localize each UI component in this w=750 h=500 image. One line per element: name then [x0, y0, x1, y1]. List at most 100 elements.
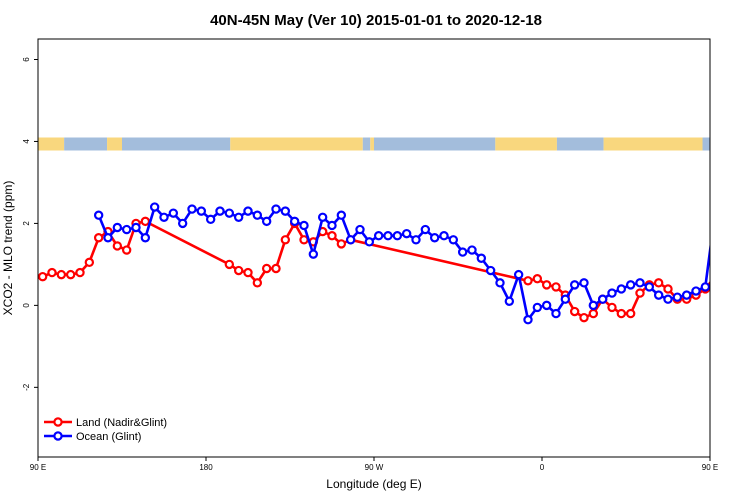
- data-point: [112, 222, 123, 233]
- surface-land-segment: [107, 137, 122, 151]
- data-point: [280, 206, 291, 216]
- surface-land-segment: [495, 137, 557, 151]
- data-point: [532, 274, 543, 284]
- data-point: [327, 220, 337, 231]
- data-point: [739, 271, 746, 278]
- data-point: [336, 239, 347, 249]
- data-point: [280, 235, 291, 245]
- data-point: [84, 257, 95, 268]
- series-layer: [38, 202, 746, 325]
- data-point: [579, 278, 589, 288]
- data-point: [56, 269, 67, 280]
- surface-land-segment: [230, 137, 363, 151]
- data-point: [75, 267, 85, 278]
- data-point: [429, 233, 440, 243]
- data-point: [541, 300, 552, 311]
- legend-label: Ocean (Glint): [76, 431, 141, 443]
- data-point: [93, 210, 104, 220]
- data-point: [121, 224, 132, 235]
- data-point: [625, 308, 636, 319]
- data-point: [243, 206, 253, 216]
- data-point: [103, 233, 113, 243]
- data-point: [681, 290, 692, 300]
- data-point: [616, 284, 627, 294]
- data-point: [140, 233, 151, 243]
- data-point: [467, 245, 477, 255]
- y-tick-label: 4: [22, 139, 31, 144]
- y-tick-label: 6: [22, 57, 31, 62]
- data-point: [47, 267, 57, 278]
- data-point: [625, 280, 636, 290]
- data-point: [739, 226, 746, 233]
- series-line-1: [97, 205, 710, 322]
- data-point: [317, 212, 328, 222]
- data-point: [308, 249, 319, 259]
- data-point: [224, 259, 235, 270]
- data-point: [38, 271, 48, 282]
- data-point: [420, 224, 431, 235]
- data-point: [168, 208, 179, 218]
- data-point: [93, 233, 104, 243]
- surface-ocean-segment: [122, 137, 231, 151]
- surface-land-segment: [38, 137, 65, 151]
- data-point: [355, 224, 365, 235]
- data-point: [730, 224, 737, 231]
- data-point: [215, 206, 225, 216]
- data-point: [448, 235, 459, 245]
- data-point: [457, 247, 468, 257]
- data-point: [541, 280, 552, 290]
- data-point: [131, 222, 141, 233]
- legend: Land (Nadir&Glint) Ocean (Glint): [44, 417, 167, 443]
- data-point: [149, 202, 160, 212]
- data-point: [65, 269, 76, 280]
- data-point: [653, 278, 664, 288]
- data-point: [504, 296, 515, 306]
- data-point: [243, 267, 253, 278]
- y-tick-label: -2: [22, 383, 31, 391]
- data-point: [485, 265, 496, 276]
- data-point: [271, 204, 281, 214]
- y-axis: -2 0 2 4 6: [22, 57, 38, 391]
- x-tick-label: 90 E: [702, 463, 718, 472]
- legend-marker: [53, 417, 63, 427]
- data-point: [579, 312, 589, 323]
- data-point: [730, 269, 737, 276]
- data-point: [532, 302, 543, 313]
- data-point: [233, 265, 244, 276]
- x-tick-label: 90 W: [365, 463, 384, 472]
- data-point: [336, 210, 347, 220]
- data-point: [401, 228, 412, 239]
- x-axis-label: Longitude (deg E): [326, 477, 421, 491]
- plot-frame: [37, 38, 711, 458]
- data-point: [523, 315, 533, 325]
- data-point: [261, 216, 272, 227]
- data-point: [607, 302, 617, 313]
- surface-type-strip: [38, 137, 710, 151]
- data-point: [672, 292, 683, 302]
- data-point: [663, 294, 673, 304]
- data-point: [140, 216, 151, 227]
- series-line-0: [42, 220, 710, 320]
- legend-marker: [53, 431, 63, 441]
- data-point: [495, 278, 505, 288]
- data-point: [635, 288, 645, 298]
- data-point: [439, 231, 449, 241]
- data-point: [644, 282, 655, 292]
- data-point: [252, 278, 263, 288]
- surface-ocean-segment: [64, 137, 108, 151]
- data-point: [720, 234, 727, 241]
- x-tick-label: 90 E: [30, 463, 46, 472]
- data-point: [159, 212, 169, 222]
- data-point: [252, 210, 263, 220]
- data-point: [588, 300, 599, 311]
- data-point: [569, 280, 580, 290]
- data-point: [289, 216, 300, 227]
- data-point: [523, 276, 533, 286]
- chart-title: 40N-45N May (Ver 10) 2015-01-01 to 2020-…: [210, 12, 542, 29]
- data-point: [299, 220, 309, 231]
- data-point: [597, 294, 608, 304]
- data-point: [411, 235, 421, 245]
- data-point: [709, 276, 710, 278]
- data-point: [588, 308, 599, 319]
